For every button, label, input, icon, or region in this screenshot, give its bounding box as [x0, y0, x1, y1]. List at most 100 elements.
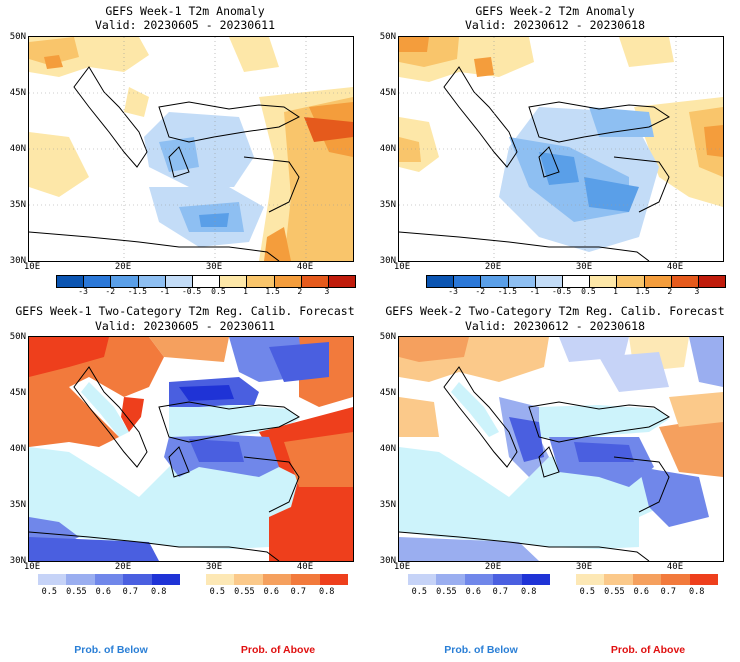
below-colorbar-labels: 0.5 0.55 0.6 0.7 0.8: [38, 587, 180, 597]
lat-label: 50N: [379, 32, 396, 42]
colorbar-label: -3: [78, 287, 88, 296]
colorbar-label: 0.6: [465, 587, 481, 597]
lat-label: 45N: [379, 388, 396, 398]
colorbar-swatch: [123, 574, 152, 585]
colorbar-swatch: [590, 276, 618, 287]
colorbar-swatch: [328, 276, 356, 287]
above-colorbar-labels: 0.5 0.55 0.6 0.7 0.8: [206, 587, 348, 597]
lon-label: 40E: [296, 262, 314, 272]
panel-title: GEFS Week-1 T2m Anomaly: [105, 4, 265, 18]
colorbar-label: 0.5: [411, 587, 428, 597]
colorbar-swatch: [576, 574, 605, 585]
panel-subtitle: Valid: 20230605 - 20230611: [94, 319, 275, 333]
colorbar-swatch: [562, 276, 591, 287]
colorbar-label: 0.6: [263, 587, 279, 597]
panel-title: GEFS Week-2 T2m Anomaly: [475, 4, 635, 18]
colorbar-swatch: [521, 574, 551, 585]
colorbar-swatch: [464, 574, 494, 585]
lon-label: 30E: [205, 262, 223, 272]
colorbar-swatch: [698, 276, 726, 287]
colorbar-swatch: [617, 276, 645, 287]
prob-above-caption: Prob. of Above: [610, 644, 686, 656]
colorbar-swatch: [234, 574, 263, 585]
colorbar-label: 0.7: [660, 587, 676, 597]
colorbar-label: 1: [243, 287, 248, 296]
colorbar-label: 0.6: [95, 587, 111, 597]
colorbar-swatch: [671, 276, 699, 287]
colorbar-swatch: [138, 276, 166, 287]
lat-label: 30N: [9, 256, 26, 266]
colorbar-swatch: [66, 574, 95, 585]
colorbar-label: -0.5: [181, 287, 202, 296]
colorbar-label: 0.8: [521, 587, 537, 597]
probability-map: [28, 336, 354, 562]
lon-label: 30E: [575, 262, 593, 272]
colorbar-label: 0.5: [581, 287, 596, 296]
lon-label: 40E: [296, 562, 314, 572]
colorbar-label: -0.5: [551, 287, 572, 296]
colorbar-label: 0.55: [66, 587, 87, 597]
below-probability-colorbar: [408, 574, 551, 585]
lon-label: 10E: [23, 262, 41, 272]
colorbar-swatch: [454, 276, 482, 287]
colorbar-swatch: [151, 574, 181, 585]
lat-label: 35N: [379, 200, 396, 210]
lat-label: 30N: [379, 256, 396, 266]
lat-label: 50N: [9, 332, 26, 342]
panel-title: GEFS Week-1 Two-Category T2m Reg. Calib.…: [15, 304, 355, 318]
colorbar-label: 2: [667, 287, 673, 296]
lat-label: 40N: [379, 444, 396, 454]
lat-label: 40N: [379, 144, 396, 154]
colorbar-label: -2: [105, 287, 116, 296]
lat-label: 35N: [9, 200, 26, 210]
anomaly-colorbar-labels: -3 -2 -1.5 -1 -0.5 0.5 1 1.5 2 3: [426, 287, 724, 297]
colorbar-swatch: [481, 276, 509, 287]
prob-below-caption: Prob. of Below: [74, 644, 148, 656]
colorbar-label: 0.55: [234, 587, 255, 597]
colorbar-swatch: [604, 574, 633, 585]
colorbar-swatch: [661, 574, 690, 585]
lon-label: 20E: [484, 262, 502, 272]
colorbar-label: 3: [324, 287, 330, 296]
lat-label: 50N: [379, 332, 396, 342]
colorbar-label: 0.5: [211, 287, 226, 296]
colorbar-label: 1: [613, 287, 618, 296]
lon-label: 20E: [114, 562, 132, 572]
colorbar-swatch: [57, 276, 85, 287]
panel-subtitle: Valid: 20230612 - 20230618: [464, 18, 645, 32]
anomaly-colorbar: [426, 275, 726, 288]
prob-below-caption: Prob. of Below: [444, 644, 518, 656]
colorbar-swatch: [84, 276, 112, 287]
colorbar-swatch: [508, 276, 536, 287]
colorbar-swatch: [192, 276, 221, 287]
colorbar-label: 0.55: [436, 587, 457, 597]
lat-label: 40N: [9, 444, 26, 454]
colorbar-label: 0.7: [122, 587, 138, 597]
lat-label: 30N: [379, 556, 396, 566]
colorbar-swatch: [301, 276, 329, 287]
anomaly-map: [398, 36, 724, 262]
colorbar-label: 0.8: [319, 587, 335, 597]
anomaly-colorbar: [56, 275, 356, 288]
lat-label: 40N: [9, 144, 26, 154]
lat-label: 35N: [9, 500, 26, 510]
panel-title: GEFS Week-2 Two-Category T2m Reg. Calib.…: [385, 304, 725, 318]
colorbar-swatch: [247, 276, 275, 287]
lon-label: 20E: [114, 262, 132, 272]
colorbar-label: 0.8: [689, 587, 705, 597]
lon-label: 20E: [484, 562, 502, 572]
lon-label: 40E: [666, 262, 684, 272]
above-probability-colorbar: [576, 574, 719, 585]
panel-subtitle: Valid: 20230605 - 20230611: [94, 18, 275, 32]
colorbar-label: 3: [694, 287, 700, 296]
colorbar-swatch: [535, 276, 563, 287]
colorbar-swatch: [291, 574, 320, 585]
colorbar-label: -2: [475, 287, 486, 296]
colorbar-label: 1.5: [265, 287, 280, 296]
panel-week2-probability: GEFS Week-2 Two-Category T2m Reg. Calib.…: [370, 300, 740, 662]
colorbar-label: -1.5: [127, 287, 147, 296]
colorbar-swatch: [220, 276, 248, 287]
anomaly-map: [28, 36, 354, 262]
lat-label: 45N: [9, 388, 26, 398]
lon-label: 40E: [666, 562, 684, 572]
